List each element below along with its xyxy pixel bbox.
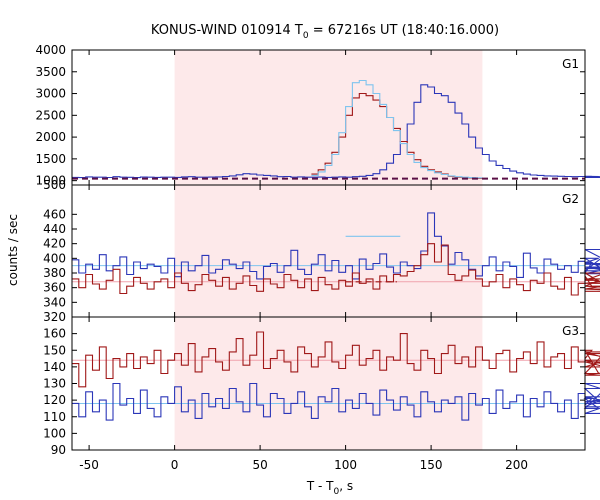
y-tick-label: 340: [43, 295, 66, 309]
y-tick-label: 3500: [35, 65, 66, 79]
y-tick-label: 120: [43, 393, 66, 407]
y-tick-label: 160: [43, 327, 66, 341]
x-axis-label: T - T0, s: [306, 479, 353, 497]
panel-label: G1: [562, 57, 579, 71]
y-tick-label: 460: [43, 207, 66, 221]
chart-title: KONUS-WIND 010914 T0 = 67216s UT (18:40:…: [151, 23, 499, 41]
series-blue: [72, 84, 600, 179]
y-tick-label: 150: [43, 343, 66, 357]
y-tick-label: 380: [43, 266, 66, 280]
y-tick-label: 110: [43, 410, 66, 424]
series-red: [72, 331, 600, 388]
y-tick-label: 90: [51, 443, 66, 457]
x-tick-label: 50: [252, 458, 267, 472]
y-tick-label: 130: [43, 377, 66, 391]
y-tick-label: 4000: [35, 43, 66, 57]
shaded-interval: [174, 185, 483, 317]
y-tick-label: 2500: [35, 108, 66, 122]
x-tick-label: 0: [171, 458, 179, 472]
y-tick-label: 3000: [35, 87, 66, 101]
y-tick-label: 320: [43, 310, 66, 324]
series-red: [72, 243, 600, 296]
series-blue: [72, 382, 600, 421]
y-tick-label: 2000: [35, 130, 66, 144]
y-tick-label: 400: [43, 251, 66, 265]
x-tick-label: 100: [334, 458, 357, 472]
panel-label: G3: [562, 324, 579, 338]
y-tick-label: 440: [43, 222, 66, 236]
series-blue: [72, 212, 600, 280]
x-tick-label: 200: [505, 458, 528, 472]
y-tick-label: 1500: [35, 152, 66, 166]
y-tick-label: 100: [43, 426, 66, 440]
shaded-interval: [174, 50, 483, 185]
x-tick-label: 150: [420, 458, 443, 472]
x-tick-label: -50: [79, 458, 99, 472]
y-tick-label: 500: [43, 178, 66, 192]
y-tick-label: 360: [43, 281, 66, 295]
panel-g3: 90 100 110 120 130 140 150 160 G3: [43, 316, 600, 457]
y-tick-label: 420: [43, 237, 66, 251]
series-light_blue: [311, 79, 483, 179]
shaded-interval: [174, 317, 483, 450]
y-axis-label: counts / sec: [6, 214, 20, 286]
panel-g1: 1000 1500 2000 2500 3000 3500 4000 G1: [35, 43, 600, 188]
y-tick-label: 1000: [35, 174, 66, 188]
y-tick-label: 140: [43, 360, 66, 374]
panel-label: G2: [562, 192, 579, 206]
